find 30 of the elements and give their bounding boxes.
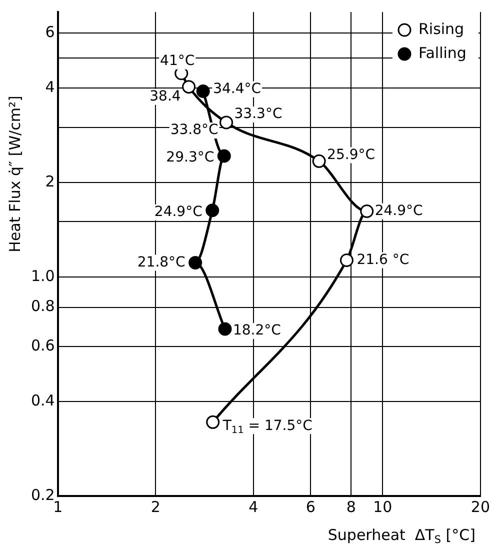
annotation: 34.4°C — [213, 80, 262, 97]
x-tick-label: 6 — [306, 498, 316, 516]
annotation: 33.3°C — [234, 106, 282, 122]
x-tick-label: 20 — [470, 498, 490, 516]
annotation: 24.9°C — [154, 204, 203, 220]
y-tick-label: 0.6 — [30, 336, 55, 354]
y-tick-label: 1.0 — [30, 266, 55, 285]
y-tick-label: 4 — [45, 78, 55, 96]
x-tick-label: 1 — [53, 498, 63, 516]
annotation: 18.2°C — [232, 322, 282, 339]
annotation: 29.3°C — [166, 150, 214, 166]
legend-label: Rising — [418, 20, 464, 38]
y-tick-label: 0.4 — [30, 392, 55, 410]
x-tick-label: 8 — [346, 498, 356, 516]
annotation: 25.9°C — [327, 146, 376, 163]
annotation: 38.4 — [150, 88, 181, 104]
y-axis-title: Heat Flux q̇″ [W/cm²] — [6, 96, 24, 252]
y-tick-label: 2 — [45, 172, 55, 190]
x-tick-label: 10 — [373, 498, 392, 516]
annotation: 21.8°C — [137, 254, 186, 270]
x-tick-label: 2 — [150, 498, 160, 516]
annotation: 24.9°C — [374, 202, 424, 219]
y-tick-label: 6 — [45, 22, 55, 41]
annotation: 33.8°C — [170, 122, 219, 138]
x-tick-label: 4 — [248, 498, 258, 516]
annotation: 41°C — [160, 53, 195, 70]
y-tick-label: 0.8 — [30, 297, 55, 316]
legend-label: Falling — [418, 44, 466, 62]
y-tick-label: 0.2 — [30, 486, 55, 504]
annotation: 21.6 °C — [356, 252, 410, 268]
